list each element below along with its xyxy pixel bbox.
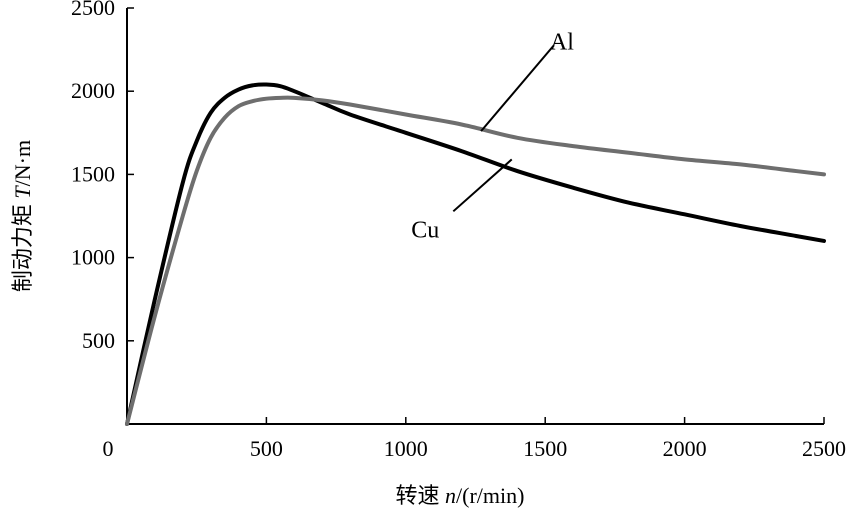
x-axis-title: 转速 n/(r/min) [396, 483, 525, 508]
series-line-cu [125, 82, 826, 426]
x-axis-title-italic: n [445, 483, 456, 508]
x-tick-label: 2500 [802, 436, 846, 461]
annotation-layer: Al Cu [411, 29, 574, 243]
annotation-leader-al [480, 44, 555, 132]
annotation-label-al: Al [550, 29, 574, 55]
series-layer [125, 82, 826, 426]
y-axis-title: 制动力矩 T/N·m [10, 140, 35, 292]
y-axis-title-italic: T [10, 185, 35, 199]
x-origin-label: 0 [103, 436, 114, 461]
annotation-label-cu: Cu [411, 217, 439, 243]
ticks: 500 1000 1500 2000 2500 500 1000 1500 2000 2500 [71, 0, 846, 461]
x-tick-label: 1000 [384, 436, 428, 461]
y-tick-label: 1000 [71, 245, 115, 270]
x-axis-title-unit: /(r/min) [456, 483, 524, 508]
y-tick-label: 1500 [71, 161, 115, 186]
y-tick-label: 2500 [71, 0, 115, 20]
y-axis-title-unit: /N·m [10, 140, 35, 186]
axes [126, 8, 824, 425]
y-tick-label: 500 [82, 328, 115, 353]
x-tick-label: 500 [250, 436, 283, 461]
x-tick-label: 1500 [523, 436, 567, 461]
y-tick-label: 2000 [71, 78, 115, 103]
annotation-leader-cu [452, 158, 513, 213]
y-axis-title-main: 制动力矩 [10, 199, 35, 293]
series-line-al [125, 95, 826, 426]
x-axis-title-main: 转速 [396, 483, 446, 508]
x-tick-label: 2000 [663, 436, 707, 461]
